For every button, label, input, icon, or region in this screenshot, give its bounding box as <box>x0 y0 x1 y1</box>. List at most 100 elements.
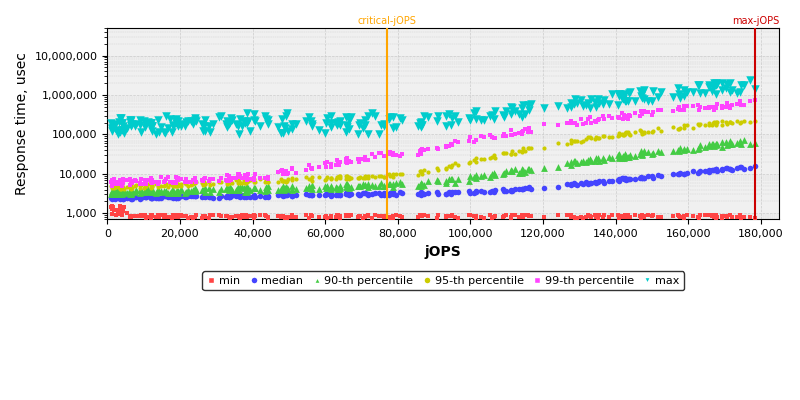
Point <box>577 180 590 187</box>
Point <box>638 174 650 181</box>
Point <box>538 145 550 151</box>
Point <box>394 170 406 177</box>
Point <box>158 193 170 200</box>
Point <box>247 212 260 218</box>
Point <box>151 186 164 192</box>
Point <box>478 116 490 123</box>
Point <box>198 194 211 200</box>
Point <box>109 186 122 193</box>
Point <box>214 174 227 181</box>
Point <box>603 112 616 119</box>
Point <box>115 182 128 189</box>
Point <box>274 186 287 192</box>
Point <box>489 213 502 219</box>
Point <box>271 192 284 198</box>
Point <box>362 191 374 198</box>
Point <box>730 118 743 124</box>
Point <box>158 130 171 136</box>
Point <box>646 98 658 104</box>
Point <box>593 115 606 122</box>
Point <box>107 124 120 130</box>
Point <box>181 214 194 221</box>
Point <box>249 193 262 200</box>
Point <box>414 213 427 219</box>
Point <box>538 214 550 220</box>
Point <box>281 214 294 221</box>
Point <box>354 212 366 219</box>
Point <box>339 211 352 218</box>
Point <box>414 180 427 186</box>
Point <box>446 162 458 168</box>
Point <box>636 130 649 136</box>
Point <box>117 207 130 213</box>
Point <box>710 119 722 125</box>
Point <box>305 118 318 124</box>
Point <box>171 175 184 182</box>
Point <box>107 191 120 198</box>
Point <box>138 181 150 187</box>
Point <box>515 131 528 137</box>
Point <box>415 147 428 154</box>
Point <box>585 158 598 164</box>
Point <box>305 192 318 198</box>
Point <box>339 173 352 179</box>
Point <box>196 120 209 127</box>
Point <box>680 89 693 96</box>
Point <box>145 120 158 126</box>
Point <box>225 192 238 199</box>
Point <box>262 175 274 182</box>
Point <box>726 214 738 220</box>
Point <box>319 130 332 137</box>
Point <box>278 185 291 192</box>
Point <box>702 168 715 175</box>
Point <box>431 177 444 183</box>
Point <box>243 177 256 184</box>
Point <box>463 117 476 124</box>
Point <box>170 195 182 202</box>
Point <box>174 123 187 130</box>
Point <box>638 149 651 155</box>
Point <box>313 214 326 221</box>
Text: max-jOPS: max-jOPS <box>732 16 779 26</box>
Point <box>117 122 130 129</box>
Point <box>130 120 142 127</box>
Point <box>565 140 578 147</box>
Point <box>145 182 158 188</box>
Point <box>564 104 577 110</box>
Point <box>646 112 658 118</box>
Point <box>281 170 294 177</box>
Point <box>500 133 513 140</box>
Point <box>702 141 715 148</box>
Point <box>236 175 249 182</box>
Point <box>618 212 631 218</box>
Point <box>334 158 346 165</box>
Point <box>145 186 158 193</box>
Point <box>579 102 592 109</box>
Point <box>184 187 197 194</box>
Point <box>384 181 397 188</box>
Point <box>166 186 179 193</box>
Point <box>518 148 531 154</box>
Point <box>386 181 399 188</box>
Point <box>579 214 592 220</box>
Point <box>249 213 262 220</box>
Point <box>140 176 153 183</box>
Point <box>116 210 129 216</box>
Point <box>145 174 158 181</box>
Point <box>749 140 762 146</box>
Point <box>174 181 187 187</box>
Point <box>624 132 637 138</box>
Point <box>116 195 129 202</box>
Point <box>358 190 371 196</box>
Point <box>613 114 626 121</box>
Point <box>672 147 685 154</box>
Point <box>123 194 136 200</box>
Point <box>724 166 737 172</box>
Point <box>198 128 211 134</box>
Point <box>151 183 164 190</box>
Point <box>716 215 729 221</box>
Point <box>382 192 395 198</box>
Point <box>603 134 616 140</box>
Point <box>489 108 502 114</box>
Point <box>710 119 723 126</box>
